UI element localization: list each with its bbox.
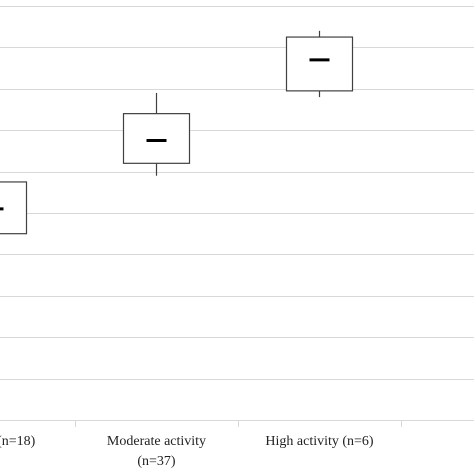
category-separators xyxy=(75,420,402,427)
x-tick-label: Moderate activity (n=37) xyxy=(107,434,206,469)
box-2 xyxy=(285,30,354,98)
iqr-box xyxy=(285,36,354,92)
box-0 xyxy=(0,181,28,235)
x-axis-tick-labels: activity (n=18) Moderate activity(n=37) Hi… xyxy=(0,434,374,469)
iqr-box xyxy=(0,181,28,235)
x-tick-label: High activity (n=6) xyxy=(265,434,374,449)
gridlines xyxy=(0,6,474,421)
iqr-box xyxy=(122,113,191,164)
box-series xyxy=(0,30,354,235)
x-tick-label: activity (n=18) xyxy=(0,434,36,449)
box-1 xyxy=(122,92,191,176)
